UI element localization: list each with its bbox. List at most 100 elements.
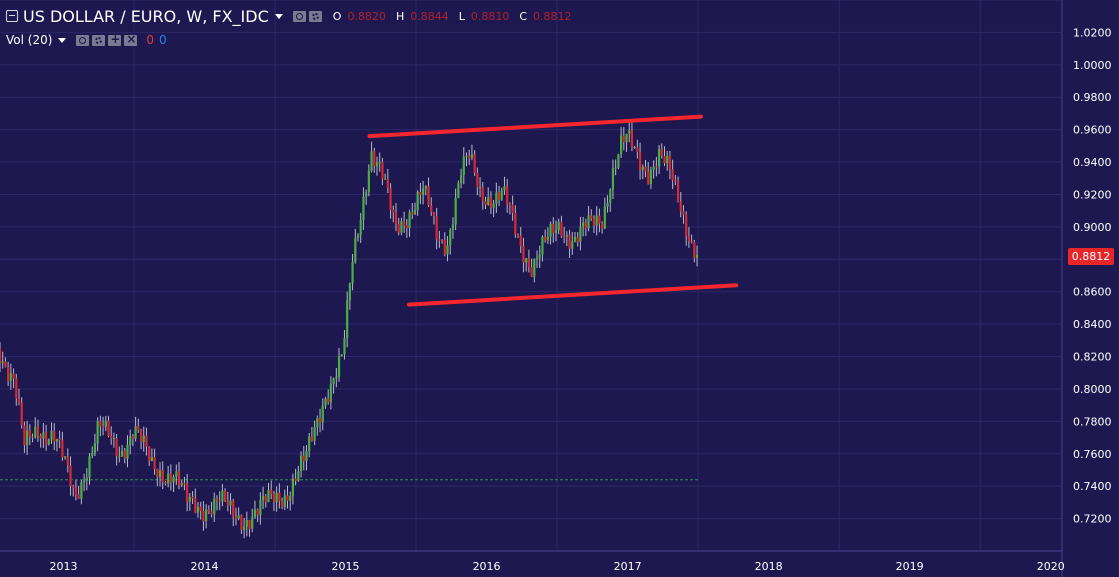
candle-body <box>666 155 669 164</box>
candle-body <box>232 500 235 517</box>
candle-body <box>533 258 536 277</box>
candle-body <box>370 151 373 171</box>
candle-body <box>468 155 471 158</box>
add-icon[interactable] <box>108 32 122 46</box>
candle-body <box>47 439 50 445</box>
symbol-title[interactable]: US DOLLAR / EURO, W, FX_IDC <box>23 6 269 26</box>
candle-body <box>579 226 582 242</box>
candle-body <box>115 437 118 457</box>
candle-body <box>53 431 56 442</box>
eye-icon[interactable] <box>292 10 306 22</box>
candle-body <box>77 495 80 499</box>
ohlc-low-key: L <box>458 9 465 23</box>
candle-body <box>63 456 67 458</box>
candle-body <box>104 420 107 427</box>
x-tick-label: 2019 <box>896 560 924 573</box>
candle-body <box>202 510 205 522</box>
candle-body <box>253 509 257 517</box>
candle-body <box>367 170 370 193</box>
candle-body <box>487 196 490 205</box>
candle-body <box>164 482 167 484</box>
candle-body <box>530 267 533 277</box>
candle-body <box>12 373 15 379</box>
close-icon[interactable] <box>124 32 138 46</box>
candle-body <box>243 526 246 530</box>
candle-body <box>313 427 316 441</box>
candle-body <box>91 452 94 457</box>
settings-icon[interactable] <box>92 34 106 46</box>
candle-body <box>609 189 612 203</box>
candle-body <box>120 451 124 457</box>
candle-body <box>310 436 314 441</box>
candle-body <box>462 156 465 176</box>
candle-body <box>267 489 270 503</box>
candle-body <box>568 235 571 249</box>
candle-body <box>9 373 12 382</box>
candle-body <box>587 215 590 229</box>
candle-body <box>375 162 379 167</box>
candle-body <box>74 487 78 496</box>
candle-body <box>497 192 501 200</box>
volume-legend: Vol (20) 0 0 <box>6 31 167 49</box>
candle-body <box>595 215 598 226</box>
candle-body <box>327 398 330 403</box>
x-tick-label: 2014 <box>191 560 219 573</box>
candle-body <box>324 398 327 406</box>
candle-body <box>234 516 238 519</box>
candle-body <box>316 418 319 428</box>
candle-body <box>34 426 37 438</box>
dropdown-caret-icon[interactable] <box>274 13 283 19</box>
candle-body <box>28 430 31 437</box>
candle-body <box>42 432 45 439</box>
candle-body <box>359 220 362 235</box>
candle-body <box>299 455 303 472</box>
candle-body <box>432 211 436 217</box>
candle-body <box>275 492 278 503</box>
candle-body <box>58 439 61 441</box>
candle-body <box>272 493 276 503</box>
candle-body <box>215 498 219 501</box>
candle-body <box>674 180 677 182</box>
collapse-box-icon[interactable] <box>6 10 18 22</box>
candle-body <box>384 178 387 180</box>
candle-body <box>655 166 658 168</box>
dropdown-caret-icon[interactable] <box>58 37 67 43</box>
candle-body <box>248 520 251 529</box>
candle-body <box>554 230 558 233</box>
candle-body <box>620 135 623 155</box>
candle-body <box>424 186 427 189</box>
candle-body <box>131 436 134 439</box>
candle-body <box>451 224 455 230</box>
candle-body <box>647 171 650 185</box>
candle-body <box>207 509 210 512</box>
candle-body <box>606 202 609 207</box>
candle-body <box>139 430 143 442</box>
candle-body <box>582 222 585 227</box>
candle-body <box>66 456 69 466</box>
trendline-upper <box>367 114 703 139</box>
candle-body <box>23 425 26 446</box>
candle-body <box>394 212 398 224</box>
candle-body <box>525 258 528 263</box>
candle-body <box>601 223 604 229</box>
candle-body <box>17 398 21 403</box>
eye-icon[interactable] <box>76 34 90 46</box>
candle-body <box>503 186 506 191</box>
candle-body <box>527 258 530 268</box>
settings-icon[interactable] <box>308 10 322 22</box>
candle-body <box>4 361 7 368</box>
candle-body <box>213 498 216 515</box>
candle-body <box>516 234 520 236</box>
volume-label[interactable]: Vol (20) <box>6 33 53 47</box>
candle-body <box>657 148 661 167</box>
candle-body <box>457 183 460 198</box>
candle-body <box>218 500 221 502</box>
x-tick-label: 2015 <box>332 560 360 573</box>
candle-body <box>186 483 189 502</box>
candle-body <box>365 192 368 197</box>
candle-body <box>240 515 243 530</box>
candle-body <box>416 192 419 210</box>
candle-body <box>264 495 267 503</box>
